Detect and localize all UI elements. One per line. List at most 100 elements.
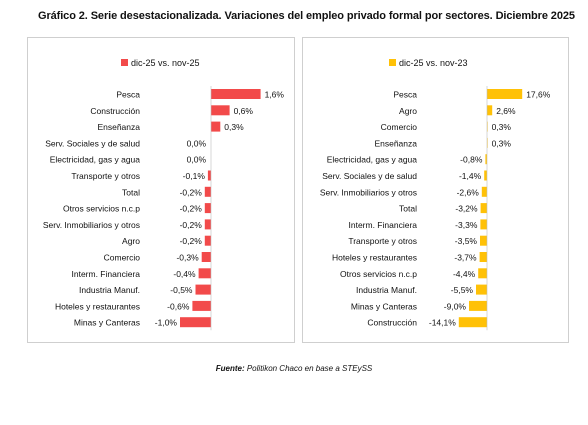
legend-swatch bbox=[121, 59, 128, 66]
data-label: -0,2% bbox=[180, 187, 203, 197]
bar-row: Serv. Inmobiliarios y otros -2,6% bbox=[320, 186, 487, 197]
category-label: Industria Manuf. bbox=[79, 285, 140, 295]
category-label: Construcción bbox=[90, 106, 140, 116]
category-label: Enseñanza bbox=[97, 122, 140, 132]
bar bbox=[480, 219, 487, 230]
bar bbox=[476, 284, 487, 295]
data-label: 0,3% bbox=[224, 122, 244, 132]
bar-row: Electricidad, gas y agua 0,0% bbox=[50, 155, 207, 165]
bar-row: Interm. Financiera -0,4% bbox=[72, 268, 211, 279]
bar-row: Pesca 17,6% bbox=[393, 89, 551, 100]
chart-panel-since-nov23: dic-25 vs. nov-23 Pesca 17,6% Agro 2,6% Comer… bbox=[302, 37, 569, 343]
bar bbox=[204, 186, 211, 197]
legend-label: dic-25 vs. nov-25 bbox=[131, 58, 200, 68]
bar-row: Agro 2,6% bbox=[399, 105, 516, 116]
category-label: Agro bbox=[122, 236, 140, 246]
data-label: -2,6% bbox=[457, 187, 480, 197]
category-label: Comercio bbox=[381, 122, 418, 132]
category-label: Electricidad, gas y agua bbox=[327, 155, 418, 165]
source-label: Fuente: bbox=[215, 364, 245, 373]
data-label: -3,5% bbox=[455, 236, 478, 246]
data-label: 0,6% bbox=[234, 106, 254, 116]
category-label: Pesca bbox=[393, 90, 417, 100]
bar bbox=[204, 203, 211, 214]
bar-row: Total -3,2% bbox=[399, 203, 487, 214]
category-label: Minas y Canteras bbox=[351, 301, 417, 311]
source-note: Fuente: Politikon Chaco en base a STEySS bbox=[0, 364, 588, 373]
bar bbox=[180, 317, 211, 328]
category-label: Otros servicios n.c.p bbox=[340, 269, 417, 279]
data-label: 0,3% bbox=[492, 122, 512, 132]
bar-row: Otros servicios n.c.p -0,2% bbox=[63, 203, 211, 214]
category-label: Enseñanza bbox=[374, 138, 417, 148]
monthly-variation-chart: dic-25 vs. nov-25 Pesca 1,6% Construcción 0,… bbox=[43, 58, 285, 331]
bar-row: Enseñanza 0,3% bbox=[374, 137, 511, 148]
data-label: -5,5% bbox=[451, 285, 474, 295]
bar bbox=[481, 186, 487, 197]
data-label: -0,6% bbox=[167, 301, 190, 311]
bar bbox=[478, 268, 487, 279]
chart-title: Gráfico 2. Serie desestacionalizada. Var… bbox=[38, 10, 575, 22]
data-label: -0,1% bbox=[183, 171, 206, 181]
bar bbox=[487, 105, 493, 116]
data-label: -1,0% bbox=[155, 318, 178, 328]
data-label: 1,6% bbox=[265, 90, 285, 100]
bar-row: Hoteles y restaurantes -3,7% bbox=[332, 252, 487, 263]
legend-label: dic-25 vs. nov-23 bbox=[399, 58, 468, 68]
data-label: -3,3% bbox=[455, 220, 478, 230]
bar-row: Enseñanza 0,3% bbox=[97, 121, 244, 132]
bar-row: Minas y Canteras -9,0% bbox=[351, 300, 487, 311]
bar bbox=[487, 89, 523, 99]
bar-row: Transporte y otros -3,5% bbox=[348, 235, 487, 246]
bar-row: Total -0,2% bbox=[122, 186, 211, 197]
bar bbox=[207, 170, 211, 181]
category-label: Hoteles y restaurantes bbox=[332, 253, 417, 263]
bar bbox=[479, 252, 487, 262]
data-label: 0,0% bbox=[187, 155, 207, 165]
category-label: Otros servicios n.c.p bbox=[63, 204, 140, 214]
bar-row: Interm. Financiera -3,3% bbox=[349, 219, 487, 230]
category-label: Electricidad, gas y agua bbox=[50, 155, 141, 165]
category-label: Transporte y otros bbox=[348, 236, 417, 246]
data-label: -14,1% bbox=[429, 318, 456, 328]
bar bbox=[201, 252, 211, 262]
category-label: Transporte y otros bbox=[71, 171, 140, 181]
bar-row: Transporte y otros -0,1% bbox=[71, 170, 211, 181]
bar bbox=[480, 235, 487, 246]
category-label: Total bbox=[399, 204, 417, 214]
bar-row: Minas y Canteras -1,0% bbox=[74, 317, 211, 328]
bar bbox=[211, 105, 230, 116]
bar bbox=[204, 235, 211, 246]
since-nov23-variation-chart: dic-25 vs. nov-23 Pesca 17,6% Agro 2,6% Comer… bbox=[320, 58, 551, 331]
category-label: Serv. Inmobiliarios y otros bbox=[320, 187, 417, 197]
category-label: Hoteles y restaurantes bbox=[55, 301, 140, 311]
source-text: Politikon Chaco en base a STEySS bbox=[244, 364, 373, 373]
category-label: Minas y Canteras bbox=[74, 318, 140, 328]
category-label: Serv. Inmobiliarios y otros bbox=[43, 220, 140, 230]
bar-row: Comercio 0,3% bbox=[381, 121, 512, 132]
category-label: Serv. Sociales y de salud bbox=[45, 138, 140, 148]
category-label: Comercio bbox=[104, 253, 141, 263]
bar bbox=[485, 154, 487, 165]
data-label: -0,8% bbox=[460, 155, 483, 165]
bar-row: Otros servicios n.c.p -4,4% bbox=[340, 268, 487, 279]
bar-row: Serv. Sociales y de salud -1,4% bbox=[322, 170, 487, 181]
bar-row: Electricidad, gas y agua -0,8% bbox=[327, 154, 487, 165]
bar-row: Serv. Inmobiliarios y otros -0,2% bbox=[43, 219, 211, 230]
data-label: -0,2% bbox=[180, 220, 203, 230]
data-label: 17,6% bbox=[526, 90, 551, 100]
category-label: Interm. Financiera bbox=[72, 269, 141, 279]
bar-row: Serv. Sociales y de salud 0,0% bbox=[45, 138, 206, 148]
category-label: Industria Manuf. bbox=[356, 285, 417, 295]
data-label: -0,2% bbox=[180, 204, 203, 214]
legend-swatch bbox=[389, 59, 396, 66]
legend: dic-25 vs. nov-23 bbox=[389, 58, 468, 68]
data-label: -0,2% bbox=[180, 236, 203, 246]
category-label: Total bbox=[122, 187, 140, 197]
data-label: -0,4% bbox=[173, 269, 196, 279]
data-label: -9,0% bbox=[444, 301, 467, 311]
data-label: -3,7% bbox=[454, 253, 477, 263]
bar-row: Construcción 0,6% bbox=[90, 105, 253, 116]
chart-panel-monthly: dic-25 vs. nov-25 Pesca 1,6% Construcción 0,… bbox=[27, 37, 295, 343]
bar bbox=[198, 268, 211, 279]
